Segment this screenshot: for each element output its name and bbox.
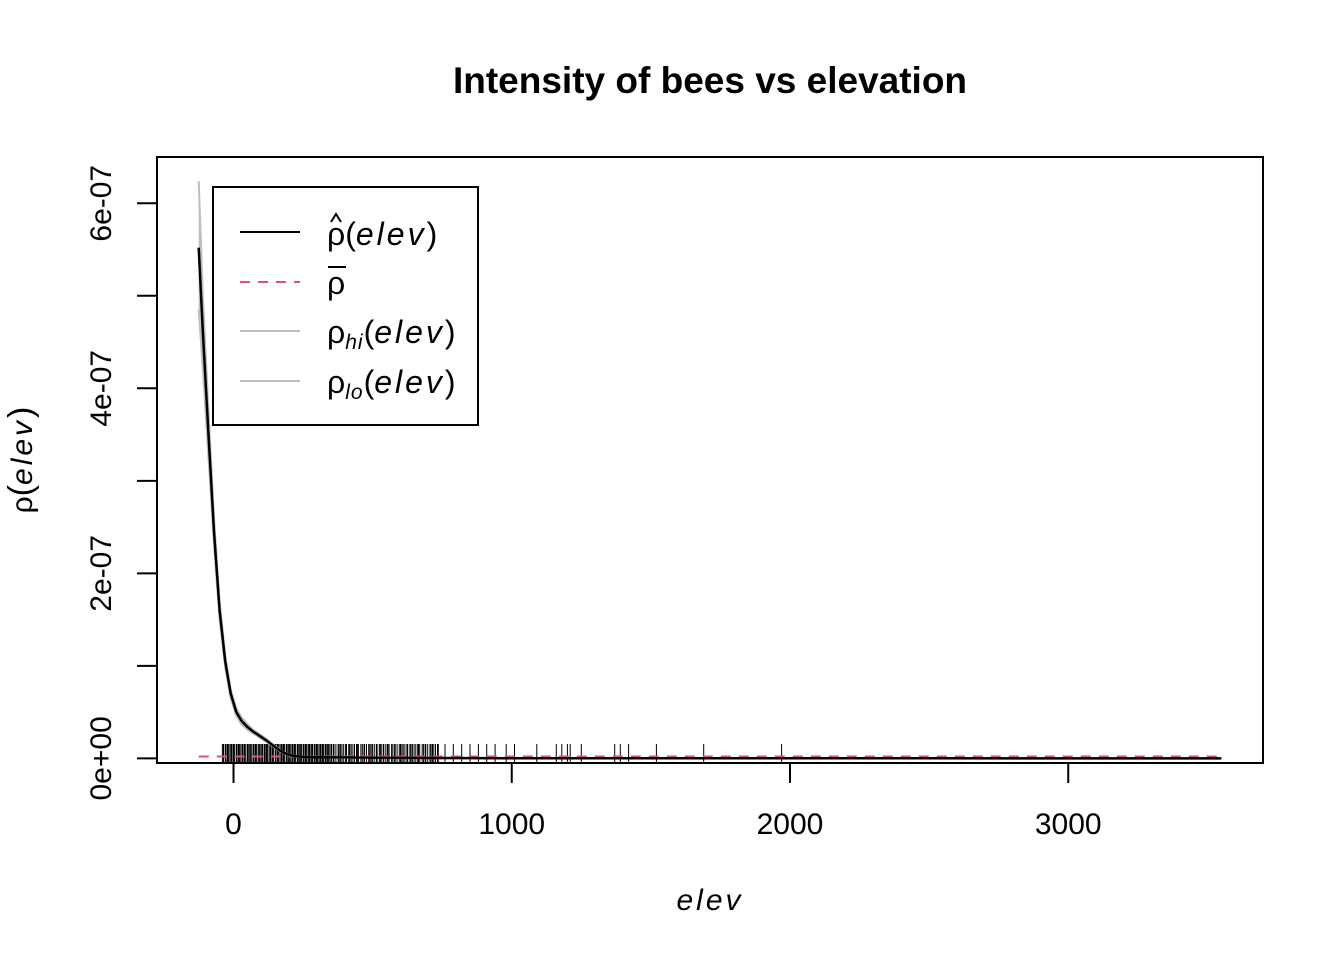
legend-label-var: elev: [356, 216, 427, 252]
series-rho-hat: [197, 247, 1222, 760]
legend-label-symbol: ρ: [327, 364, 345, 400]
legend-label-close: ): [427, 216, 438, 252]
legend-label-open: (: [364, 314, 375, 350]
legend-label-close: ): [445, 364, 456, 400]
svg-text:ρ: ρ: [327, 265, 345, 301]
svg-text:ρ(elev): ρ(elev): [327, 216, 437, 252]
y-tick-label: 0e+00: [85, 716, 118, 800]
y-axis-label-var: elev: [6, 418, 39, 485]
legend-label-var: elev: [374, 314, 445, 350]
x-tick-label: 2000: [757, 808, 824, 841]
y-axis-label: ρ(elev): [2, 407, 40, 514]
legend-label-symbol: ρ: [327, 216, 345, 252]
legend-item-rho-lo: ρlo(elev): [240, 364, 456, 404]
legend-label-sub: hi: [345, 331, 364, 354]
x-tick-label: 0: [225, 808, 242, 841]
rug-marks: [221, 744, 783, 763]
y-axis-label-open: (: [2, 484, 40, 496]
x-axis-label: elev: [676, 884, 743, 917]
legend-label-open: (: [345, 216, 356, 252]
y-tick-label: 4e-07: [85, 350, 118, 427]
chart-title: Intensity of bees vs elevation: [453, 60, 967, 101]
legend-label-open: (: [364, 364, 375, 400]
legend-label-var: elev: [374, 364, 445, 400]
svg-text:ρ(elev): ρ(elev): [2, 407, 40, 514]
legend-label-symbol: ρ: [327, 265, 345, 301]
plot-frame: [156, 156, 1264, 764]
plot-area: [197, 181, 1222, 763]
x-tick-label: 3000: [1035, 808, 1102, 841]
y-tick-label: 2e-07: [85, 535, 118, 612]
legend-item-rho-hi: ρhi(elev): [240, 314, 456, 354]
legend-label-symbol: ρ: [327, 314, 345, 350]
x-tick-label: 1000: [478, 808, 545, 841]
legend-box: [212, 186, 479, 426]
series-layer: [197, 181, 1222, 760]
y-tick-label: 6e-07: [85, 165, 118, 242]
legend: ρ(elev) ρ ρhi(elev) ρlo(elev): [212, 186, 479, 426]
legend-item-rho-bar: ρ: [240, 265, 346, 301]
legend-item-rho-hat: ρ(elev): [240, 212, 437, 252]
y-axis: 0e+00 2e-07 4e-07 6e-07: [85, 165, 157, 801]
y-axis-label-close: ): [2, 407, 40, 418]
legend-label-sub: lo: [345, 381, 363, 404]
x-axis: 0 1000 2000 3000: [225, 763, 1102, 841]
legend-label-close: ): [445, 314, 456, 350]
svg-text:ρlo(elev): ρlo(elev): [327, 364, 456, 404]
hat-accent-icon: [330, 212, 342, 223]
rug-ticks: [221, 744, 783, 763]
y-axis-label-symbol: ρ: [6, 496, 39, 513]
svg-text:ρhi(elev): ρhi(elev): [327, 314, 456, 354]
